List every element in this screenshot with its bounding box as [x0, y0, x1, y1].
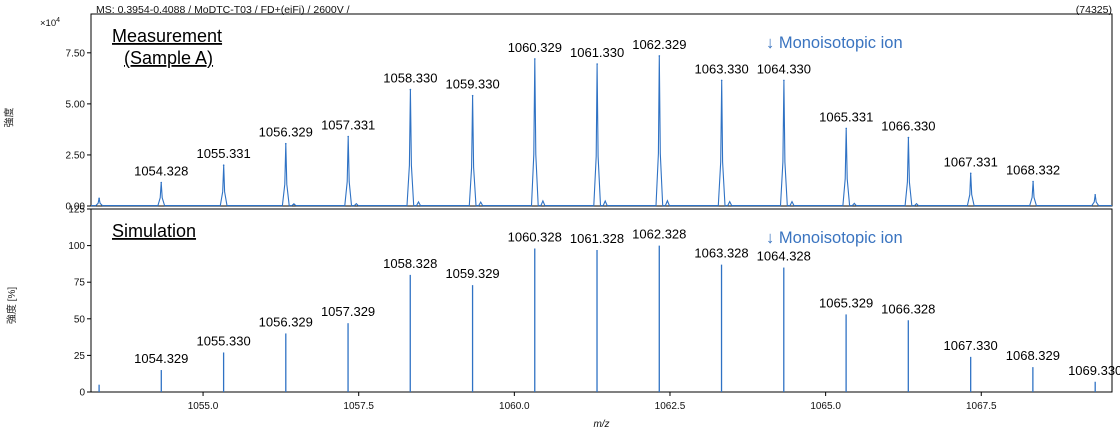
simulation-peak-label: 1064.328	[757, 249, 811, 264]
simulation-title-line: Simulation	[112, 221, 196, 241]
x-tick-label: 1065.0	[810, 401, 841, 412]
measurement-ytick-label: 5.00	[66, 99, 86, 110]
measurement-peak-apex	[969, 172, 972, 175]
measurement-plot-frame	[90, 13, 1113, 207]
measurement-peak-apex	[160, 181, 163, 184]
measurement-peak-apex	[783, 79, 785, 82]
simulation-ytick-label: 50	[74, 314, 86, 325]
spectrum-header: MS: 0.3954-0.4088 / MoDTC-T03 / FD+(eiFi…	[96, 4, 350, 16]
measurement-peak-apex	[658, 55, 661, 57]
x-tick-label: 1060.0	[499, 401, 530, 412]
measurement-peak-label: 1056.329	[259, 125, 313, 140]
simulation-peak-label: 1060.328	[508, 230, 562, 245]
simulation-peak-label: 1055.330	[196, 333, 250, 348]
simulation-monoisotopic-annotation: ↓ Monoisotopic ion	[766, 229, 903, 247]
measurement-peak-label: 1065.331	[819, 109, 873, 124]
scan-number: (74325)	[1075, 4, 1112, 16]
simulation-peak-label: 1058.328	[383, 256, 437, 271]
x-tick-label: 1057.5	[343, 401, 374, 412]
measurement-peak-label: 1063.330	[695, 61, 749, 76]
measurement-peak-apex	[845, 127, 848, 130]
measurement-profile-line	[90, 55, 1113, 207]
measurement-peak-apex	[471, 94, 474, 97]
simulation-peak-label: 1069.330	[1068, 363, 1120, 378]
simulation-peak-label: 1056.329	[259, 314, 313, 329]
measurement-peak-apex	[222, 164, 225, 166]
measurement-peak-label: 1061.330	[570, 45, 624, 60]
simulation-peak-label: 1057.329	[321, 304, 375, 319]
measurement-peak-label: 1066.330	[881, 119, 935, 134]
simulation-peak-label: 1063.328	[694, 246, 748, 261]
measurement-peak-label: 1054.328	[134, 164, 188, 179]
measurement-peak-label: 1058.330	[383, 71, 437, 86]
measurement-peak-apex	[347, 135, 349, 138]
simulation-ytick-label: 100	[68, 241, 85, 252]
measurement-peak-apex	[409, 88, 412, 91]
simulation-peak-label: 1054.329	[134, 351, 188, 366]
measurement-title-line: Measurement	[112, 26, 222, 46]
simulation-plot-frame	[90, 208, 1113, 393]
measurement-peak-label: 1067.331	[944, 154, 998, 169]
measurement-peak-apex	[1032, 180, 1034, 183]
simulation-ytick-label: 0	[79, 388, 85, 399]
measurement-ytick-label: 7.50	[66, 48, 86, 59]
measurement-title-line: (Sample A)	[124, 48, 213, 68]
simulation-peak-label: 1068.329	[1006, 348, 1060, 363]
measurement-ytick-label: 0.00	[66, 202, 86, 213]
measurement-peak-apex	[98, 197, 100, 200]
measurement-peak-label: 1059.330	[446, 77, 500, 92]
measurement-peak-apex	[284, 142, 287, 145]
measurement-peak-label: 1055.331	[197, 146, 251, 161]
x-axis-label: m/z	[593, 419, 609, 430]
simulation-ytick-label: 25	[74, 351, 86, 362]
measurement-peak-label: 1060.329	[508, 40, 562, 55]
simulation-ytick-label: 125	[68, 205, 85, 216]
measurement-peak-apex	[720, 79, 723, 82]
simulation-peak-label: 1066.328	[881, 301, 935, 316]
simulation-peak-label: 1067.330	[944, 338, 998, 353]
measurement-peak-label: 1064.330	[757, 61, 811, 76]
measurement-monoisotopic-annotation: ↓ Monoisotopic ion	[766, 34, 903, 52]
measurement-peak-label: 1062.329	[632, 37, 686, 52]
measurement-peak-apex	[907, 136, 910, 139]
simulation-peak-label: 1059.329	[445, 266, 499, 281]
x-tick-label: 1055.0	[188, 401, 219, 412]
measurement-peak-apex	[534, 58, 536, 60]
y-multiplier: ×104	[40, 17, 61, 30]
simulation-ytick-label: 75	[74, 278, 86, 289]
measurement-peak-label: 1057.331	[321, 118, 375, 133]
x-tick-label: 1062.5	[655, 401, 686, 412]
measurement-peak-apex	[1094, 193, 1096, 196]
simulation-peak-label: 1065.329	[819, 295, 873, 310]
simulation-peak-label: 1062.328	[632, 227, 686, 242]
measurement-ytick-label: 2.50	[66, 150, 86, 161]
measurement-peak-apex	[596, 63, 598, 65]
x-tick-label: 1067.5	[966, 401, 997, 412]
measurement-peak-label: 1068.332	[1006, 162, 1060, 177]
simulation-peak-label: 1061.328	[570, 231, 624, 246]
